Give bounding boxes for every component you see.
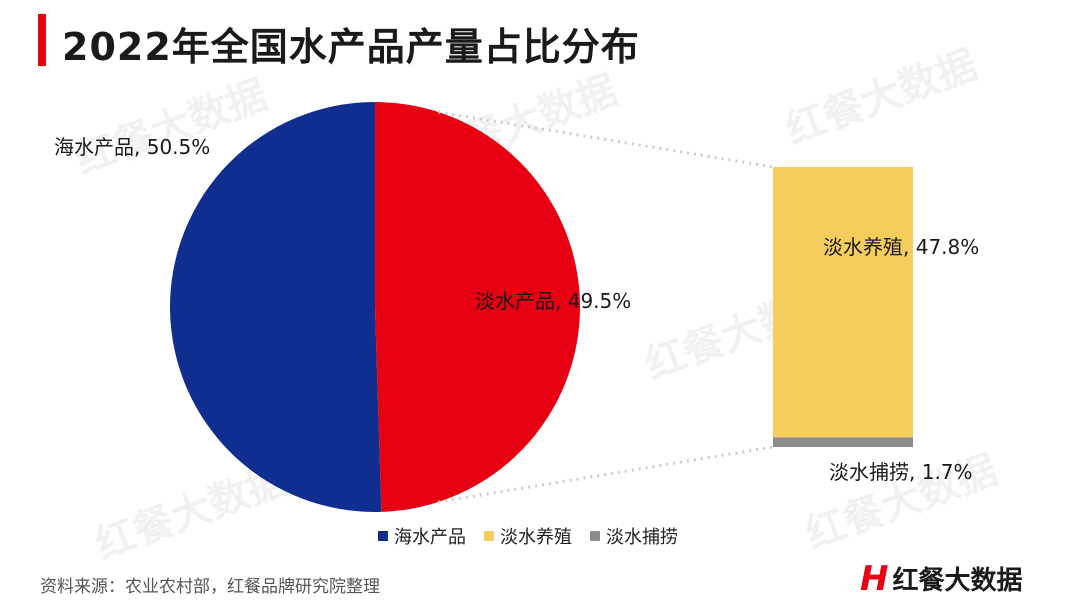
brand-name: 红餐大数据 xyxy=(892,566,1023,596)
legend-item-aquaculture: 淡水养殖 xyxy=(484,523,572,549)
bar-segment-aquaculture xyxy=(773,167,913,438)
pie-slice-freshwater xyxy=(375,102,580,512)
legend-label: 海水产品 xyxy=(394,527,466,548)
page-title: 2022年全国水产品产量占比分布 xyxy=(62,25,640,69)
legend-swatch-seawater xyxy=(378,531,388,541)
data-label-catch: 淡水捕捞, 1.7% xyxy=(829,460,973,484)
source-note: 资料来源：农业农村部，红餐品牌研究院整理 xyxy=(40,577,380,597)
legend-item-catch: 淡水捕捞 xyxy=(590,523,678,549)
legend-label: 淡水捕捞 xyxy=(606,527,678,548)
data-label-aquaculture: 淡水养殖, 47.8% xyxy=(823,235,979,259)
title-accent-bar xyxy=(38,14,46,66)
legend-swatch-aquaculture xyxy=(484,531,494,541)
brand-logo: H 红餐大数据 xyxy=(860,560,1022,597)
pie-slice-seawater xyxy=(169,102,382,513)
legend-swatch-catch xyxy=(590,531,600,541)
legend-item-seawater: 海水产品 xyxy=(378,523,466,549)
data-label-seawater: 海水产品, 50.5% xyxy=(54,135,210,159)
data-label-freshwater: 淡水产品, 49.5% xyxy=(475,289,631,313)
legend-label: 淡水养殖 xyxy=(500,527,572,548)
bar-segment-catch xyxy=(773,437,913,447)
brand-mark-icon: H xyxy=(860,558,889,599)
connector-line-bottom xyxy=(438,445,774,504)
connector-line-top xyxy=(438,110,774,169)
legend: 海水产品 淡水养殖 淡水捕捞 xyxy=(378,523,678,549)
